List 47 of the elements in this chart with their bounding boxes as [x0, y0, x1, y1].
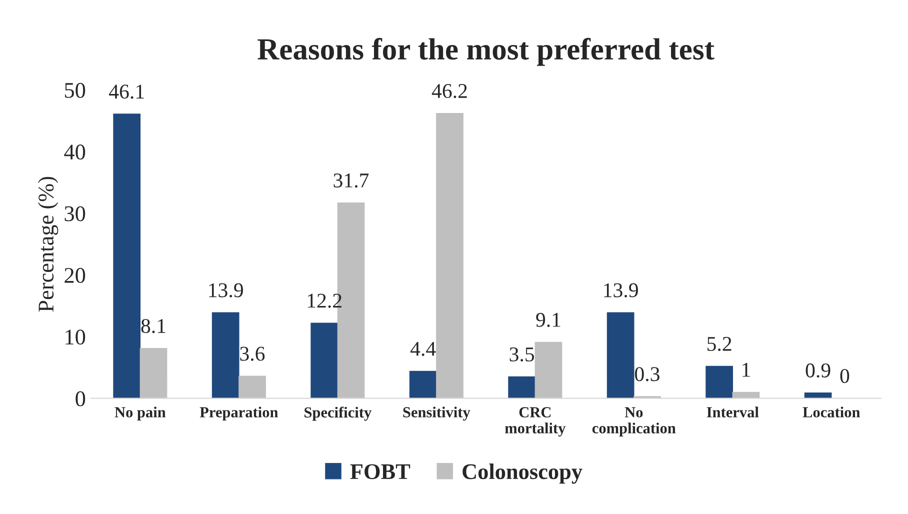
bar — [508, 376, 536, 398]
bar — [113, 114, 141, 398]
data-label: 0 — [840, 368, 850, 384]
data-label: 13.9 — [209, 283, 243, 298]
x-tick-label: Specificity — [304, 406, 372, 421]
legend-label: FOBT — [350, 464, 410, 480]
x-tick-label: Interval — [706, 406, 759, 418]
bar — [310, 322, 338, 398]
bar — [706, 366, 733, 398]
data-label: 0.3 — [635, 367, 660, 382]
legend-label: Colonoscopy — [462, 464, 582, 484]
data-label: 5.2 — [708, 336, 732, 352]
bar — [436, 113, 464, 398]
y-axis-title: Percentage (%) — [38, 176, 58, 312]
chart-title: Reasons for the most preferred test — [258, 38, 714, 66]
x-tick-label: Preparation — [200, 406, 278, 421]
data-label: 12.2 — [308, 294, 342, 308]
y-tick-label: 30 — [64, 206, 86, 222]
bar — [804, 392, 832, 398]
y-tick-label: 40 — [64, 144, 86, 160]
y-tick-label: 50 — [65, 82, 86, 98]
data-label: 3.5 — [510, 347, 534, 362]
y-tick-label: 0 — [76, 391, 86, 406]
data-label: 4.4 — [410, 342, 436, 356]
data-label: 1 — [742, 362, 750, 377]
data-label: 31.7 — [334, 173, 369, 188]
bar — [212, 312, 240, 398]
bar — [534, 342, 562, 398]
x-tick-label: No pain — [114, 406, 166, 421]
bar — [238, 376, 266, 398]
bar — [606, 312, 634, 398]
data-label: 46.2 — [432, 84, 467, 98]
data-label: 9.1 — [536, 312, 560, 327]
data-label: 8.1 — [141, 318, 166, 334]
data-label: 13.9 — [604, 283, 638, 298]
y-tick-label: 20 — [64, 268, 86, 283]
data-label: 3.6 — [240, 346, 265, 361]
x-tick-label: CRC mortality — [505, 407, 566, 437]
y-tick-label: 10 — [66, 330, 86, 345]
bar — [140, 348, 168, 398]
data-label: 46.1 — [109, 84, 144, 99]
bar — [409, 370, 437, 398]
x-tick-label: Sensitivity — [403, 406, 470, 421]
x-tick-label: No complication — [592, 407, 676, 437]
x-tick-label: Location — [802, 406, 860, 418]
data-label: 0.9 — [806, 363, 830, 378]
bar — [732, 392, 760, 398]
